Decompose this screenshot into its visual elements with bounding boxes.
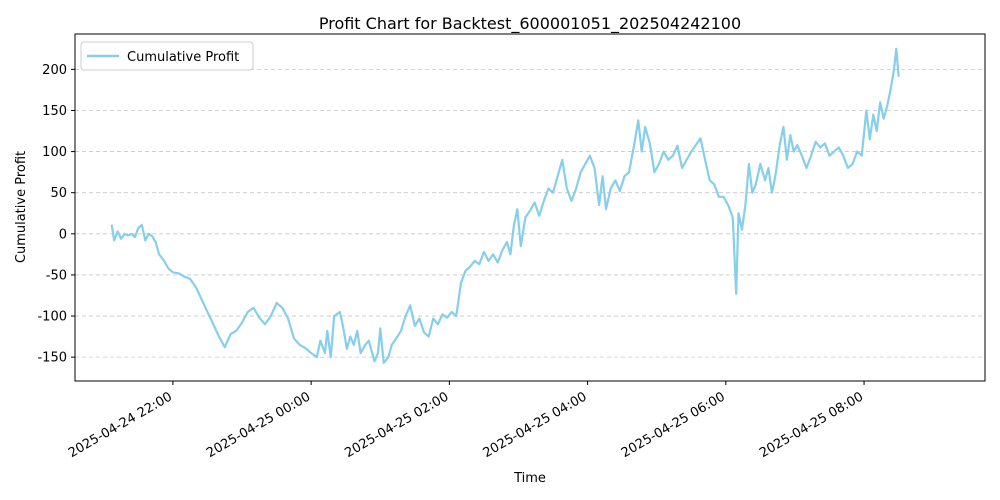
y-tick-label: 100	[42, 145, 67, 160]
chart-title: Profit Chart for Backtest_600001051_2025…	[319, 14, 741, 34]
y-tick-label: 0	[59, 227, 67, 242]
legend-label: Cumulative Profit	[127, 50, 239, 65]
y-tick-label: 50	[50, 186, 67, 201]
x-tick-label: 2025-04-25 04:00	[481, 389, 590, 461]
y-tick-label: 200	[42, 63, 67, 78]
y-tick-label: 150	[42, 104, 67, 119]
y-tick-label: -150	[37, 351, 67, 366]
y-axis-title: Cumulative Profit	[14, 151, 29, 263]
y-tick-label: -50	[46, 268, 67, 283]
x-axis-title: Time	[513, 471, 546, 486]
y-axis: -150 -100 -50 0 50 100 150 200	[37, 63, 75, 366]
x-tick-label: 2025-04-25 06:00	[619, 389, 728, 461]
grid-lines	[75, 68, 985, 358]
x-tick-label: 2025-04-24 22:00	[66, 389, 175, 461]
legend: Cumulative Profit	[80, 41, 254, 71]
x-tick-label: 2025-04-25 02:00	[342, 389, 451, 461]
legend-box	[80, 41, 254, 71]
x-axis: 2025-04-24 22:00 2025-04-25 00:00 2025-04-…	[66, 381, 866, 461]
x-tick-label: 2025-04-25 00:00	[204, 389, 313, 461]
plot-frame	[74, 33, 986, 382]
series-layer	[110, 47, 900, 365]
y-tick-label: -100	[37, 310, 67, 325]
cumulative-profit-line	[110, 47, 900, 365]
x-tick-label: 2025-04-25 08:00	[757, 389, 866, 461]
